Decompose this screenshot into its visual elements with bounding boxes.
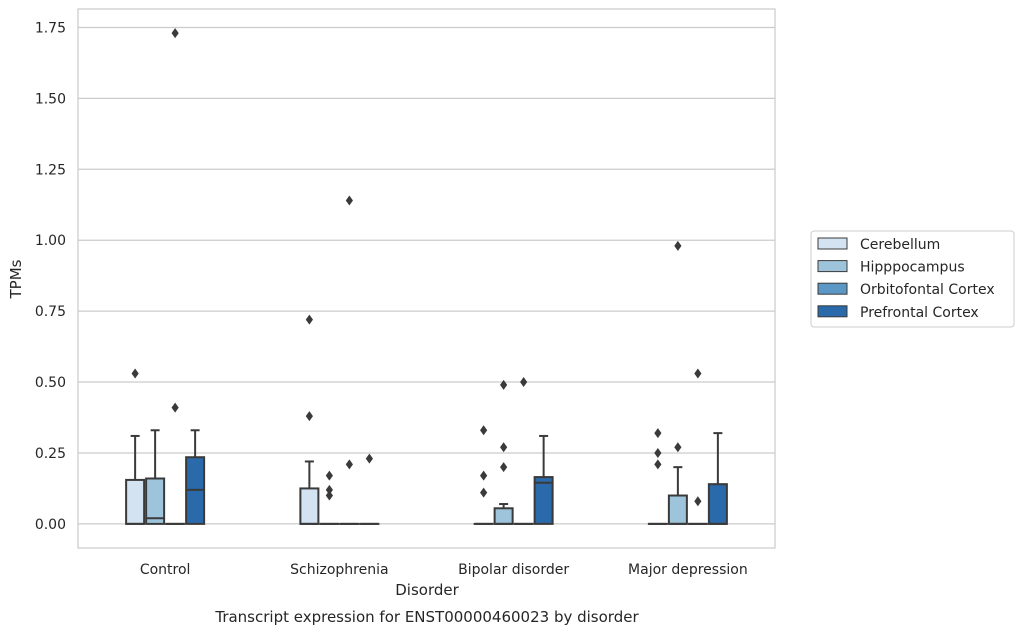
box-orbitofontal-cortex [687,368,708,525]
box-body [299,487,320,525]
box-groups [125,28,728,525]
legend-swatch [817,282,848,295]
x-tick-label: Schizophrenia [290,562,388,578]
box-body [145,477,166,525]
x-tick-label: Control [140,562,191,578]
outlier-point [694,496,702,507]
box-hipppocampus [667,240,688,525]
box-cerebellum [299,314,320,525]
box-hipppocampus [145,429,166,525]
legend-label: Prefrontal Cortex [860,305,979,321]
box-body [493,507,514,525]
box-body [707,483,728,525]
y-tick-label: 1.75 [35,20,66,36]
y-tick-label: 0.00 [35,517,66,533]
x-tick-label: Major depression [628,562,748,578]
x-axis-title: Disorder [395,581,459,599]
outlier-point [480,470,488,481]
box-body [667,494,688,525]
outlier-point [345,195,353,206]
legend-swatch [817,260,848,273]
outlier-point [480,487,488,498]
outlier-point [654,447,662,458]
y-tick-label: 0.50 [35,375,66,391]
outlier-point [131,368,139,379]
outlier-point [520,377,528,388]
legend-swatch [817,305,848,318]
y-tick-labels: 0.00 0.25 0.50 0.75 1.00 1.25 1.50 1.75 [35,20,66,532]
plot-frame [77,8,776,549]
y-tick-label: 1.50 [35,91,66,107]
outlier-point [305,314,313,325]
box-prefrontal-cortex [707,432,728,525]
box-cerebellum [647,428,668,525]
x-tick-label: Bipolar disorder [458,562,569,578]
category-group [473,377,554,525]
outlier-point [305,411,313,422]
y-tick-label: 0.25 [35,446,66,462]
category-group [647,240,728,525]
legend-label: Orbitofontal Cortex [860,282,995,298]
outlier-point [365,453,373,464]
y-tick-label: 1.25 [35,162,66,178]
legend: Cerebellum Hipppocampus Orbitofontal Corte… [810,230,1015,328]
category-group [125,28,206,525]
outlier-point [500,462,508,473]
box-hipppocampus [319,470,340,525]
outlier-point [674,442,682,453]
box-orbitofontal-cortex [513,377,534,525]
outlier-point [171,402,179,413]
box-prefrontal-cortex [359,453,380,525]
box-cerebellum [473,425,494,525]
outlier-point [674,240,682,251]
legend-label: Cerebellum [860,237,940,253]
chart-caption: Transcript expression for ENST0000046002… [214,608,639,626]
box-prefrontal-cortex [185,429,206,525]
outlier-point [171,28,179,39]
box-orbitofontal-cortex [339,195,360,525]
plot-background [78,9,775,548]
y-tick-label: 0.75 [35,304,66,320]
legend-label: Hipppocampus [860,260,965,276]
outlier-point [325,470,333,481]
outlier-point [345,459,353,470]
box-body [533,476,554,525]
box-prefrontal-cortex [533,434,554,525]
box-orbitofontal-cortex [165,28,186,525]
outlier-point [694,368,702,379]
box-cerebellum [125,368,146,525]
y-axis-title: TPMs [7,259,25,299]
outlier-point [500,442,508,453]
outlier-point [325,490,333,501]
category-group [299,195,380,525]
box-body [125,478,146,525]
outlier-point [654,459,662,470]
outlier-point [500,379,508,390]
box-hipppocampus [493,379,514,525]
outlier-point [654,428,662,439]
outlier-point [480,425,488,436]
legend-frame [810,230,1015,328]
x-tick-labels: Control Schizophrenia Bipolar disorder Majo… [140,562,748,578]
outlier-point [325,484,333,495]
y-tick-label: 1.00 [35,233,66,249]
legend-swatch [817,237,848,250]
